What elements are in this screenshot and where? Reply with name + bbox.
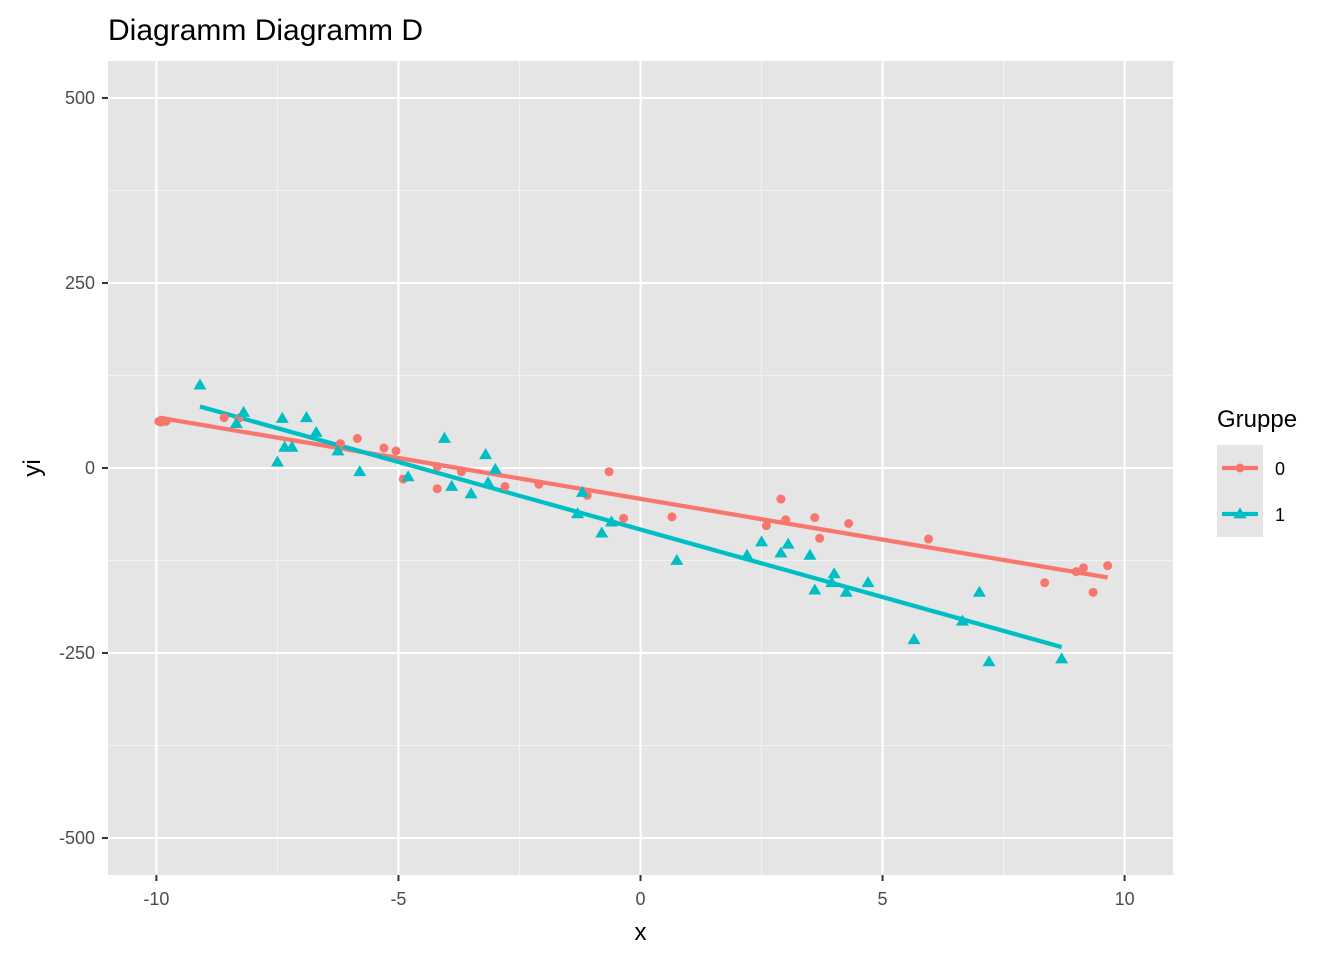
fit-line-group-0 bbox=[158, 415, 1109, 580]
data-point-group-0 bbox=[391, 446, 401, 456]
data-point-group-0 bbox=[432, 484, 442, 494]
data-point-group-1 bbox=[955, 614, 969, 626]
y-tick-label: 500 bbox=[65, 88, 95, 108]
data-point-group-0 bbox=[534, 479, 544, 489]
data-point-group-0 bbox=[1040, 578, 1050, 588]
data-point-group-1 bbox=[595, 526, 609, 538]
data-point-group-0 bbox=[815, 533, 825, 543]
data-point-group-0 bbox=[456, 467, 466, 477]
data-point-group-1 bbox=[401, 470, 415, 482]
data-point-group-0 bbox=[432, 462, 442, 472]
x-axis-title: x bbox=[635, 919, 647, 946]
x-tick-label: 5 bbox=[878, 889, 888, 909]
data-point-group-1 bbox=[755, 535, 769, 547]
data-point-group-0 bbox=[924, 534, 934, 544]
data-point-group-1 bbox=[229, 416, 243, 429]
grid-major bbox=[108, 61, 1173, 875]
legend-keys: 01 bbox=[1217, 445, 1285, 537]
chart-title: Diagramm Diagramm D bbox=[108, 14, 423, 47]
data-point-group-0 bbox=[1071, 567, 1081, 577]
y-tick-label: 250 bbox=[65, 273, 95, 293]
data-point-group-1 bbox=[604, 515, 618, 527]
data-point-group-1 bbox=[827, 567, 841, 579]
data-point-group-1 bbox=[481, 476, 495, 488]
data-point-group-1 bbox=[299, 411, 313, 423]
data-point-group-0 bbox=[352, 433, 362, 443]
data-point-group-1 bbox=[1055, 652, 1069, 664]
data-point-group-1 bbox=[861, 576, 875, 588]
data-point-group-1 bbox=[353, 465, 367, 477]
data-point-group-1 bbox=[808, 583, 822, 595]
data-point-group-1 bbox=[237, 405, 251, 417]
data-point-group-0 bbox=[1103, 561, 1113, 571]
data-point-group-1 bbox=[781, 537, 795, 549]
data-points bbox=[154, 378, 1113, 667]
data-point-group-1 bbox=[464, 487, 478, 499]
legend: Gruppe 01 bbox=[1217, 406, 1297, 537]
data-point-group-0 bbox=[1088, 587, 1098, 597]
data-point-group-1 bbox=[825, 576, 839, 588]
data-point-group-1 bbox=[270, 455, 284, 467]
data-point-group-1 bbox=[331, 444, 345, 456]
data-point-group-0 bbox=[379, 443, 389, 453]
data-point-group-0 bbox=[667, 512, 677, 522]
data-point-group-0 bbox=[161, 416, 171, 426]
data-point-group-0 bbox=[500, 482, 510, 491]
x-tick-label: 10 bbox=[1115, 889, 1135, 909]
y-tick-label: -500 bbox=[59, 828, 95, 848]
data-point-group-1 bbox=[193, 378, 207, 390]
y-axis-title: yi bbox=[19, 459, 46, 476]
data-point-group-1 bbox=[437, 431, 451, 443]
legend-key-marker bbox=[1233, 507, 1247, 519]
data-point-group-0 bbox=[1078, 563, 1088, 573]
data-point-group-1 bbox=[803, 548, 817, 560]
x-tick-label: 0 bbox=[635, 889, 645, 909]
data-point-group-1 bbox=[571, 507, 585, 519]
data-point-group-0 bbox=[761, 521, 771, 531]
legend-label: 0 bbox=[1275, 459, 1285, 479]
data-point-group-1 bbox=[479, 448, 493, 460]
y-tick-label: -250 bbox=[59, 643, 95, 663]
data-point-group-1 bbox=[670, 553, 684, 565]
data-point-group-1 bbox=[972, 585, 986, 597]
data-point-group-1 bbox=[488, 462, 502, 474]
legend-label: 1 bbox=[1275, 505, 1285, 525]
y-axis: -500 -250 0 250 500 bbox=[59, 88, 108, 848]
y-tick-label: 0 bbox=[85, 458, 95, 478]
data-point-group-0 bbox=[604, 467, 614, 477]
data-point-group-0 bbox=[844, 519, 854, 528]
data-point-group-1 bbox=[285, 440, 299, 452]
x-tick-label: -10 bbox=[143, 889, 169, 909]
legend-key-marker bbox=[1235, 463, 1245, 473]
x-tick-label: -5 bbox=[390, 889, 406, 909]
data-point-group-1 bbox=[839, 585, 853, 597]
data-point-group-1 bbox=[907, 633, 921, 645]
data-point-group-1 bbox=[275, 411, 289, 423]
data-point-group-0 bbox=[619, 513, 629, 523]
data-point-group-0 bbox=[781, 515, 791, 525]
data-point-group-1 bbox=[982, 655, 996, 667]
data-point-group-0 bbox=[810, 513, 820, 523]
data-point-group-1 bbox=[774, 546, 788, 558]
data-point-group-1 bbox=[740, 548, 754, 560]
legend-title: Gruppe bbox=[1217, 406, 1297, 433]
data-point-group-0 bbox=[219, 413, 229, 423]
data-point-group-1 bbox=[309, 425, 323, 437]
x-axis: -10 -5 0 5 10 bbox=[143, 875, 1135, 909]
data-point-group-0 bbox=[776, 494, 786, 504]
data-point-group-1 bbox=[575, 485, 589, 497]
data-point-group-1 bbox=[445, 479, 459, 491]
